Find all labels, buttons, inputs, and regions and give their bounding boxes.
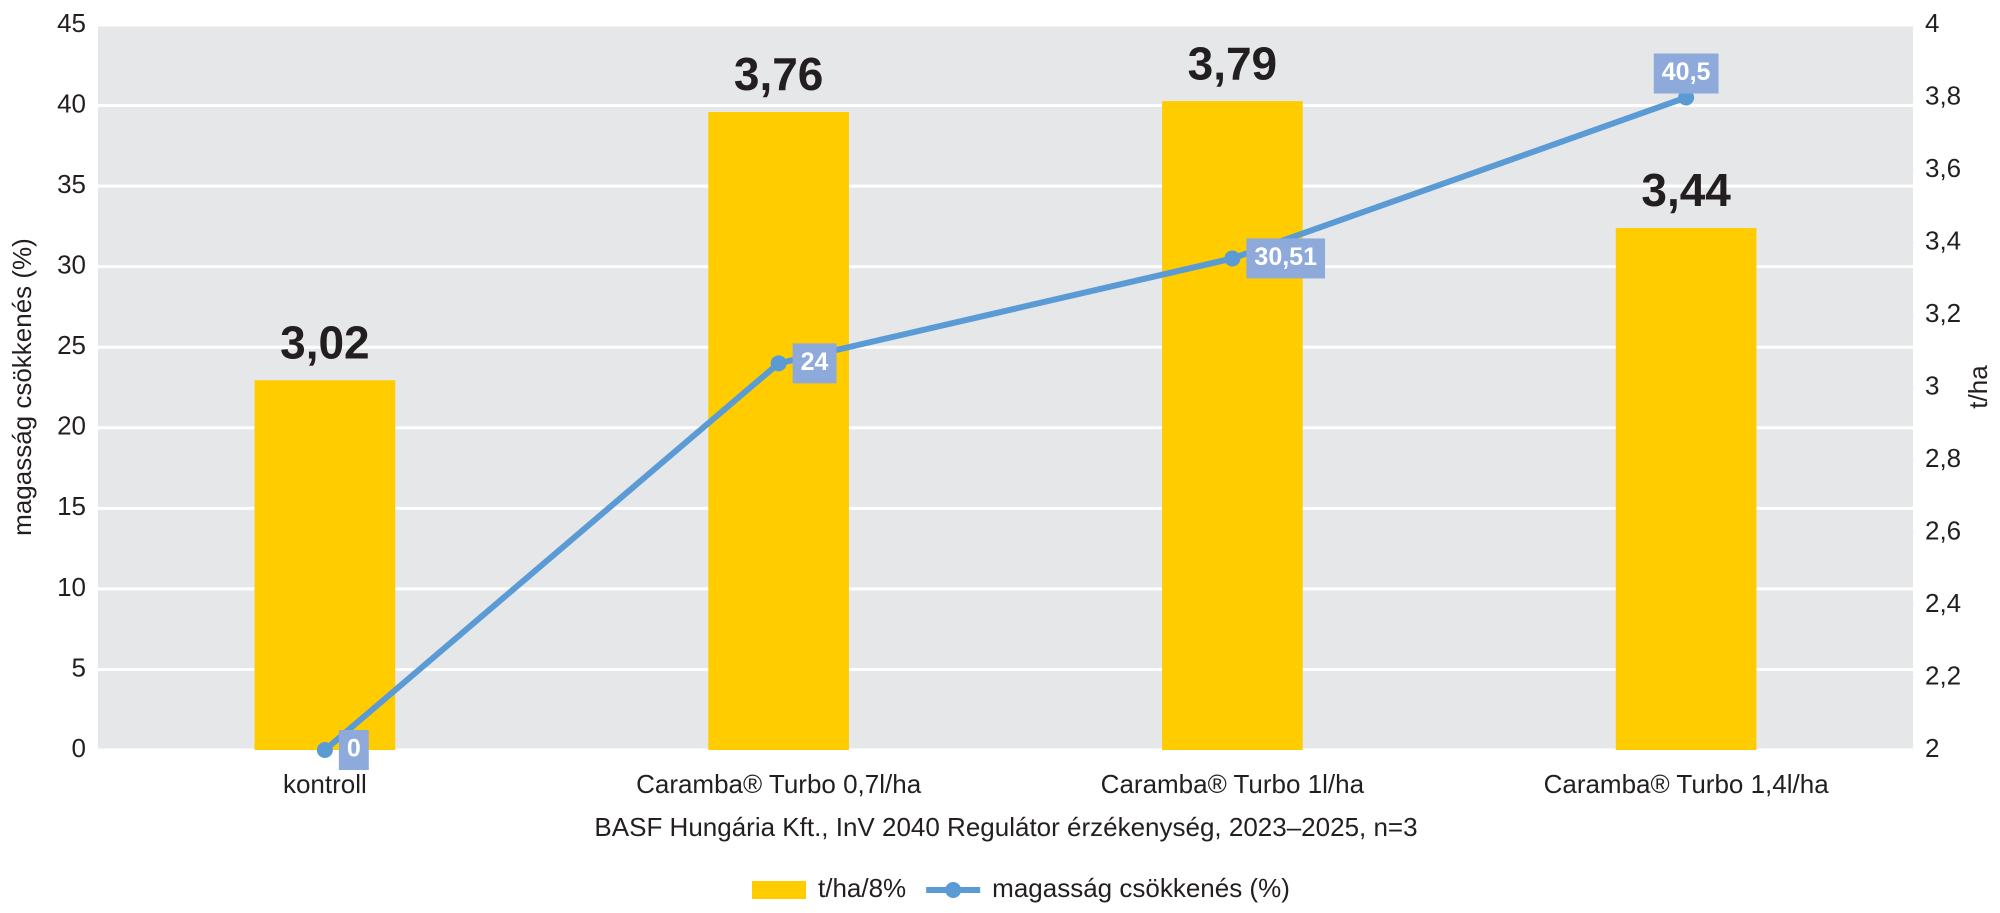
y2-tick-label: 3,8 bbox=[1925, 80, 1961, 110]
y2-axis-title: t/ha bbox=[1963, 365, 1993, 409]
line-value-label-text: 24 bbox=[801, 348, 829, 376]
y-tick-label: 45 bbox=[57, 8, 86, 38]
bar bbox=[708, 112, 849, 750]
y-tick-label: 25 bbox=[57, 330, 86, 360]
y2-tick-label: 3,2 bbox=[1925, 298, 1961, 328]
y-tick-label: 15 bbox=[57, 491, 86, 521]
value-label-box bbox=[792, 343, 837, 384]
x-axis-title: BASF Hungária Kft., InV 2040 Regulátor é… bbox=[594, 812, 1417, 842]
y2-tick-label: 2,4 bbox=[1925, 588, 1961, 618]
line-value-label: 30,51 bbox=[1246, 238, 1326, 279]
y-tick-label: 10 bbox=[57, 572, 86, 602]
line bbox=[322, 94, 1688, 753]
bar-value-label: 3,02 bbox=[280, 316, 370, 368]
x-tick-label: Caramba® Turbo 1,4l/ha bbox=[1544, 769, 1830, 799]
y-tick-label: 20 bbox=[57, 411, 86, 441]
y-axis-title: magasság csökkenés (%) bbox=[7, 238, 37, 536]
y-tick-label: 5 bbox=[72, 652, 86, 682]
x-tick-label: Caramba® Turbo 1l/ha bbox=[1101, 769, 1365, 799]
value-label-box bbox=[1246, 238, 1326, 279]
y2-tick-label: 4 bbox=[1925, 8, 1939, 38]
y-tick-label: 35 bbox=[57, 169, 86, 199]
value-label-box bbox=[338, 730, 369, 770]
line-value-label: 24 bbox=[792, 343, 837, 384]
y2-tick-label: 2,8 bbox=[1925, 443, 1961, 473]
line-value-label-text: 30,51 bbox=[1254, 243, 1317, 271]
bar bbox=[1162, 101, 1303, 750]
legend-label: t/ha/8% bbox=[818, 873, 906, 903]
y2-tick-label: 2,2 bbox=[1925, 660, 1961, 690]
y-tick-label: 0 bbox=[72, 733, 86, 763]
legend-label: magasság csökkenés (%) bbox=[992, 873, 1290, 903]
bar-value-label: 3,79 bbox=[1188, 37, 1278, 89]
bar-value-label: 3,44 bbox=[1641, 164, 1731, 216]
plot-background bbox=[98, 25, 1913, 750]
x-tick-label: kontroll bbox=[283, 769, 367, 799]
x-tick-label: Caramba® Turbo 0,7l/ha bbox=[636, 769, 922, 799]
y2-tick-label: 3,4 bbox=[1925, 225, 1961, 255]
y-tick-label: 40 bbox=[57, 88, 86, 118]
line-marker bbox=[1224, 250, 1241, 267]
line-marker bbox=[770, 355, 787, 372]
line-marker bbox=[316, 742, 333, 758]
line-value-label: 40,5 bbox=[1653, 53, 1719, 94]
line-value-label-text: 0 bbox=[347, 735, 361, 763]
legend-marker bbox=[945, 882, 962, 898]
y2-tick-label: 3,6 bbox=[1925, 153, 1961, 183]
line-value-label-text: 40,5 bbox=[1662, 58, 1711, 86]
y2-tick-label: 2 bbox=[1925, 733, 1939, 763]
value-label-box bbox=[1653, 53, 1719, 94]
line-value-label: 0 bbox=[338, 730, 369, 770]
bar bbox=[1615, 228, 1757, 750]
y-tick-label: 30 bbox=[57, 250, 86, 280]
y2-tick-label: 3 bbox=[1925, 370, 1939, 400]
legend-swatch bbox=[752, 881, 806, 899]
bar bbox=[254, 380, 396, 750]
bar-value-label: 3,76 bbox=[734, 48, 824, 100]
y2-tick-label: 2,6 bbox=[1925, 515, 1961, 545]
